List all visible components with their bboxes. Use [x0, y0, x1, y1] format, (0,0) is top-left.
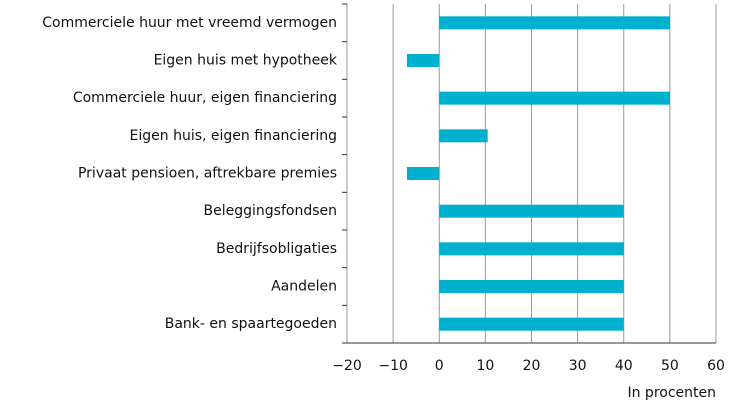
y-tick-label: Eigen huis, eigen financiering — [130, 128, 337, 144]
x-tick-label: 30 — [569, 358, 587, 374]
y-tick-label: Eigen huis met hypotheek — [154, 53, 338, 69]
y-tick-label: Bank- en spaartegoeden — [165, 316, 337, 332]
x-tick-label: 50 — [661, 358, 679, 374]
bar — [439, 280, 624, 293]
bar — [439, 204, 624, 218]
y-tick-label: Commerciele huur met vreemd vermogen — [42, 15, 337, 31]
bar — [439, 317, 624, 331]
y-tick-label: Beleggingsfondsen — [204, 203, 337, 219]
bar — [439, 129, 488, 143]
bar — [439, 16, 670, 30]
bar — [406, 167, 440, 180]
x-tick-label: −10 — [378, 358, 408, 374]
y-tick-label: Bedrijfsobligaties — [216, 241, 337, 257]
bar — [439, 242, 624, 256]
x-tick-label: 10 — [476, 358, 494, 374]
x-tick-label: −20 — [332, 358, 362, 374]
bar — [439, 91, 670, 105]
x-tick-label: 20 — [523, 358, 541, 374]
x-axis-label: In procenten — [627, 385, 716, 401]
y-tick-label: Commerciele huur, eigen financiering — [73, 90, 337, 106]
x-tick-label: 60 — [707, 358, 725, 374]
x-tick-label: 0 — [435, 358, 444, 374]
y-tick-label: Privaat pensioen, aftrekbare premies — [78, 166, 337, 182]
bar — [406, 54, 440, 67]
x-tick-label: 40 — [615, 358, 633, 374]
y-tick-label: Aandelen — [271, 279, 337, 295]
